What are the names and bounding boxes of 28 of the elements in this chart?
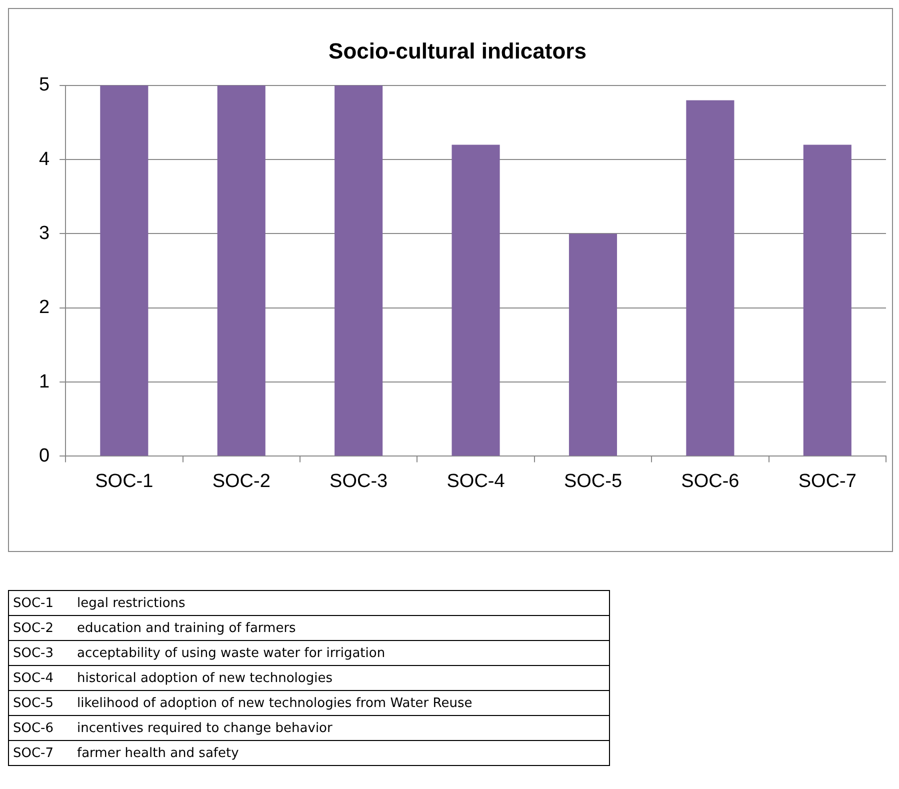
x-tick-label: SOC-5 xyxy=(564,470,622,492)
text: SOC-6 incentives required to change behavior xyxy=(8,716,610,740)
bar xyxy=(568,234,618,456)
bar xyxy=(803,144,852,456)
x-tick-label: SOC-7 xyxy=(798,470,856,492)
bar xyxy=(686,100,734,456)
text: SOC-5 likelihood of adoption of new technologies from Water Reuse xyxy=(8,690,610,716)
y-tick-label: 2 xyxy=(38,297,50,318)
y-tick-label: 1 xyxy=(38,371,50,392)
x-tick-label: SOC-2 xyxy=(212,470,270,492)
y-tick-label: 0 xyxy=(38,445,50,466)
x-tick-label: SOC-3 xyxy=(330,470,388,492)
chart-title: Socio-cultural indicators xyxy=(328,38,586,64)
bar xyxy=(334,85,383,456)
x-tick-label: SOC-1 xyxy=(95,470,154,492)
y-tick-label: 4 xyxy=(38,148,50,170)
text: SOC-7 farmer health and safety xyxy=(8,740,610,766)
text: SOC-1 legal restrictions xyxy=(8,590,610,616)
x-tick-label: SOC-4 xyxy=(446,470,506,492)
bar xyxy=(217,85,266,456)
y-tick-label: 3 xyxy=(38,222,50,244)
text: SOC-4 historical adoption of new technologies xyxy=(8,666,610,690)
text: SOC-3 acceptability of using waste water for irrigation xyxy=(8,640,610,666)
bar xyxy=(452,144,500,456)
text: SOC-2 education and training of farmers xyxy=(8,616,610,640)
bar xyxy=(100,85,148,456)
y-tick-label: 5 xyxy=(38,74,50,96)
x-tick-label: SOC-6 xyxy=(681,470,740,492)
